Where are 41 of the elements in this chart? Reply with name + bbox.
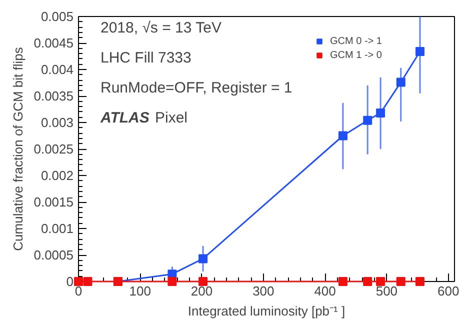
x-tick-label: 300 [252, 284, 274, 298]
x-tick-label: 100 [129, 284, 151, 298]
point [363, 116, 372, 125]
x-tick-label: 500 [376, 284, 398, 298]
point [363, 277, 372, 286]
point [198, 254, 208, 264]
x-tick-label: 600 [437, 284, 460, 298]
point [198, 277, 208, 286]
legend-label: GCM 0 -> 1 [330, 36, 382, 46]
y-tick-label: 0.001 [40, 221, 74, 236]
y-tick-label: 0.0015 [34, 194, 74, 210]
x-axis-title: Integrated luminosity [pb⁻¹ ] [188, 304, 346, 318]
point [415, 277, 424, 286]
annotation: ATLAS [100, 110, 150, 126]
point [376, 277, 386, 286]
point [396, 277, 406, 286]
y-tick-label: 0.0045 [34, 36, 74, 50]
annotation: LHC Fill 7333 [100, 50, 192, 66]
point [168, 277, 177, 286]
y-tick-label: 0.005 [40, 9, 74, 24]
point [83, 277, 92, 286]
point [415, 46, 424, 56]
annotation: 2018, √s = 13 TeV [100, 20, 222, 36]
point [396, 78, 406, 87]
x-tick-label: 200 [190, 284, 213, 298]
legend-label: GCM 1 -> 0 [330, 50, 382, 60]
y-tick-label: 0.0025 [34, 142, 74, 156]
annotation: RunMode=OFF, Register = 1 [100, 80, 292, 96]
annotation: Pixel [155, 110, 188, 126]
point [74, 277, 83, 286]
x-tick-label: 400 [314, 284, 336, 298]
y-tick-label: 0.002 [40, 168, 74, 183]
y-tick-label: 0.003 [40, 115, 74, 130]
point [338, 277, 348, 286]
point [338, 131, 348, 140]
y-tick-label: 0 [66, 274, 74, 289]
y-tick-label: 0.0005 [34, 248, 74, 262]
y-tick-label: 0.0035 [34, 88, 74, 104]
y-axis-title: Cumulative fraction of GCM bit flips [10, 46, 26, 251]
y-tick-label: 0.004 [40, 62, 74, 77]
point [376, 108, 386, 118]
